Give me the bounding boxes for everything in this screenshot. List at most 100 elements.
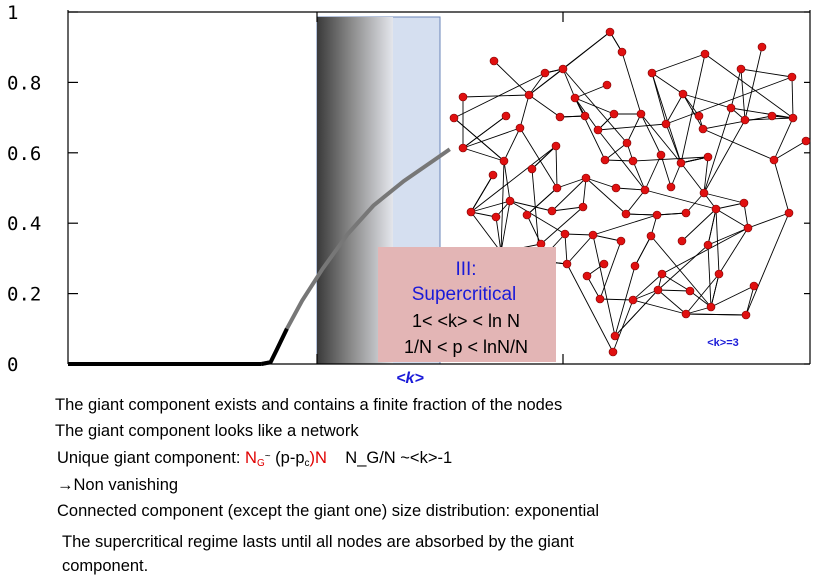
bullet-non-vanishing: →Non vanishing xyxy=(57,476,179,494)
network-edge xyxy=(707,244,712,308)
network-node xyxy=(582,271,592,281)
network-edge xyxy=(773,159,790,214)
bullet-looks-like-network: The giant component looks like a network xyxy=(55,422,359,440)
network-edge xyxy=(470,211,502,253)
network-edge xyxy=(640,113,682,164)
network-edge xyxy=(615,187,646,191)
network-node xyxy=(560,229,570,239)
network-node xyxy=(681,208,691,218)
ng-symbol: N xyxy=(245,449,257,467)
network-edge xyxy=(599,298,634,301)
network-edge xyxy=(685,306,712,315)
network-edge xyxy=(665,76,793,125)
bullet-size-distribution: Connected component (except the giant on… xyxy=(57,502,600,520)
network-node xyxy=(787,72,797,82)
y-tick-marks xyxy=(68,11,810,365)
network-node xyxy=(681,309,691,319)
network-edge xyxy=(582,177,587,208)
network-edge xyxy=(528,72,546,96)
network-node xyxy=(449,113,459,123)
network-node xyxy=(540,68,550,78)
network-edge xyxy=(730,68,742,109)
network-node xyxy=(739,198,749,208)
regime-title-line2: Supercritical xyxy=(412,284,517,305)
network-edge xyxy=(644,189,717,210)
network-node xyxy=(610,331,620,341)
bullet-regime-lasts: The supercritical regime lasts until all… xyxy=(62,533,574,551)
network-edge xyxy=(651,72,684,95)
network-degree-label: <k>=3 xyxy=(707,337,739,349)
network-edge xyxy=(640,113,662,156)
regime-condition-k: 1< <k> < ln N xyxy=(412,311,520,331)
network-edge xyxy=(556,177,587,189)
network-edge xyxy=(566,234,594,265)
network-edge xyxy=(707,208,717,246)
network-node xyxy=(536,239,546,249)
network-edge xyxy=(564,233,594,236)
network-edge xyxy=(702,128,775,161)
network-node xyxy=(522,210,532,220)
formula-part-b: )N xyxy=(309,449,327,467)
network-edge xyxy=(680,53,706,164)
network-node xyxy=(656,150,666,160)
network-edge xyxy=(562,68,576,99)
network-node xyxy=(736,64,746,74)
network-edge xyxy=(626,113,642,144)
network-node xyxy=(767,111,777,121)
network-edge xyxy=(703,192,745,204)
network-node xyxy=(801,136,811,146)
network-node xyxy=(740,115,750,125)
network-edge xyxy=(462,147,505,162)
network-edge xyxy=(462,115,507,149)
network-edge xyxy=(702,115,773,130)
network-edge xyxy=(644,154,662,191)
network-edge xyxy=(685,313,747,316)
network-node xyxy=(611,183,621,193)
network-edge xyxy=(621,51,642,115)
network-edge xyxy=(773,140,807,161)
network-node xyxy=(562,259,572,269)
network-edge xyxy=(500,200,511,253)
ng-subscript: G xyxy=(256,458,265,469)
network-edge xyxy=(740,68,793,78)
bullet-unique-giant: Unique giant component: NG~ (p-pc)N N_G/… xyxy=(57,449,452,469)
network-edge xyxy=(704,53,794,119)
network-edge xyxy=(470,145,557,213)
network-edge xyxy=(685,192,705,214)
network-node xyxy=(661,119,671,129)
network-node xyxy=(515,123,525,133)
network-node xyxy=(703,152,713,162)
network-edge xyxy=(791,76,794,119)
network-edge xyxy=(657,244,709,291)
network-edge xyxy=(526,187,558,216)
y-tick-label: 0 xyxy=(7,354,18,376)
network-node xyxy=(743,223,753,233)
network-edge xyxy=(470,200,511,213)
network-edge xyxy=(453,117,505,162)
network-edge xyxy=(592,234,616,337)
network-edge xyxy=(665,93,684,125)
network-node xyxy=(578,202,588,212)
network-node xyxy=(714,269,724,279)
network-edge xyxy=(730,107,794,119)
network-edge xyxy=(632,289,659,301)
network-node xyxy=(602,80,612,90)
network-edge xyxy=(503,160,511,202)
network-node xyxy=(527,164,537,174)
network-edge xyxy=(710,273,720,308)
network-edge xyxy=(599,240,622,300)
network-edge xyxy=(551,206,584,212)
network-edge xyxy=(747,212,790,229)
network-node xyxy=(706,302,716,312)
network-edge xyxy=(509,200,566,235)
network-edge xyxy=(604,142,628,161)
network-node xyxy=(666,182,676,192)
network-node xyxy=(570,93,580,103)
network-nodes xyxy=(449,27,811,357)
network-edge xyxy=(585,177,617,189)
network-edge xyxy=(519,127,558,189)
network-edge xyxy=(703,107,732,194)
regime-condition-p: 1/N < p < lnN/N xyxy=(404,337,528,357)
network-edge xyxy=(526,214,542,245)
network-node xyxy=(699,188,709,198)
